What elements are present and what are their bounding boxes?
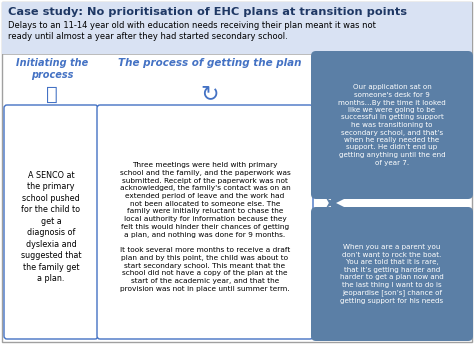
FancyBboxPatch shape bbox=[2, 2, 472, 54]
FancyBboxPatch shape bbox=[311, 207, 473, 341]
Text: Delays to an 11-14 year old with education needs receiving their plan meant it w: Delays to an 11-14 year old with educati… bbox=[8, 21, 376, 41]
Polygon shape bbox=[326, 198, 354, 212]
FancyBboxPatch shape bbox=[4, 105, 98, 339]
FancyBboxPatch shape bbox=[97, 105, 313, 339]
Text: Our application sat on
someone's desk for 9
months…By the time it looked
like we: Our application sat on someone's desk fo… bbox=[338, 85, 446, 165]
Text: Initiating the
process: Initiating the process bbox=[16, 58, 88, 79]
Polygon shape bbox=[326, 194, 354, 208]
Text: The process of getting the plan: The process of getting the plan bbox=[118, 58, 302, 68]
Text: When you are a parent you
don’t want to rock the boat.
You are told that it is r: When you are a parent you don’t want to … bbox=[340, 244, 444, 304]
Text: Three meetings were held with primary
school and the family, and the paperwork w: Three meetings were held with primary sc… bbox=[119, 162, 291, 292]
Text: ↻: ↻ bbox=[201, 84, 219, 104]
FancyBboxPatch shape bbox=[311, 51, 473, 199]
Text: A SENCO at
the primary
school pushed
for the child to
get a
diagnosis of
dyslexi: A SENCO at the primary school pushed for… bbox=[21, 171, 81, 283]
Text: Case study: No prioritisation of EHC plans at transition points: Case study: No prioritisation of EHC pla… bbox=[8, 7, 407, 17]
Text: ⛹: ⛹ bbox=[46, 85, 58, 104]
